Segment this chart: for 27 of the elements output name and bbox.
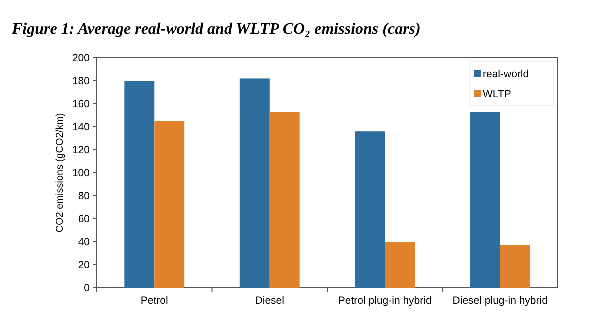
y-tick-label: 160 [72, 98, 90, 111]
y-tick-label: 120 [72, 144, 90, 157]
bar [470, 112, 500, 288]
bar [154, 121, 185, 288]
y-tick-label: 60 [78, 214, 90, 226]
chart-title: Figure 1: Average real-world and WLTP CO₂ emissions (cars) [11, 21, 421, 38]
y-tick-label: 80 [78, 190, 90, 203]
x-tick-label: Diesel plug-in hybrid [452, 295, 548, 307]
x-tick-label: Petrol plug-in hybrid [338, 295, 432, 307]
y-tick-label: 0 [84, 282, 90, 295]
bar [124, 81, 155, 288]
bar [240, 78, 270, 288]
y-tick-label: 100 [72, 168, 90, 180]
x-tick-label: Petrol [140, 295, 168, 307]
bar [500, 245, 530, 288]
x-tick-label: Diesel [255, 295, 284, 307]
bar [270, 112, 300, 288]
legend-label: real-world [483, 68, 530, 81]
legend-label: WLTP [483, 88, 512, 101]
y-tick-label: 140 [72, 122, 90, 134]
y-axis-title: CO2 emissions (gCO2/km) [55, 113, 66, 233]
y-tick-label: 200 [72, 52, 90, 65]
y-tick-label: 40 [78, 236, 90, 249]
y-tick-label: 180 [72, 76, 90, 88]
bar [385, 242, 416, 288]
y-tick-label: 20 [78, 260, 90, 272]
bar [355, 132, 386, 288]
